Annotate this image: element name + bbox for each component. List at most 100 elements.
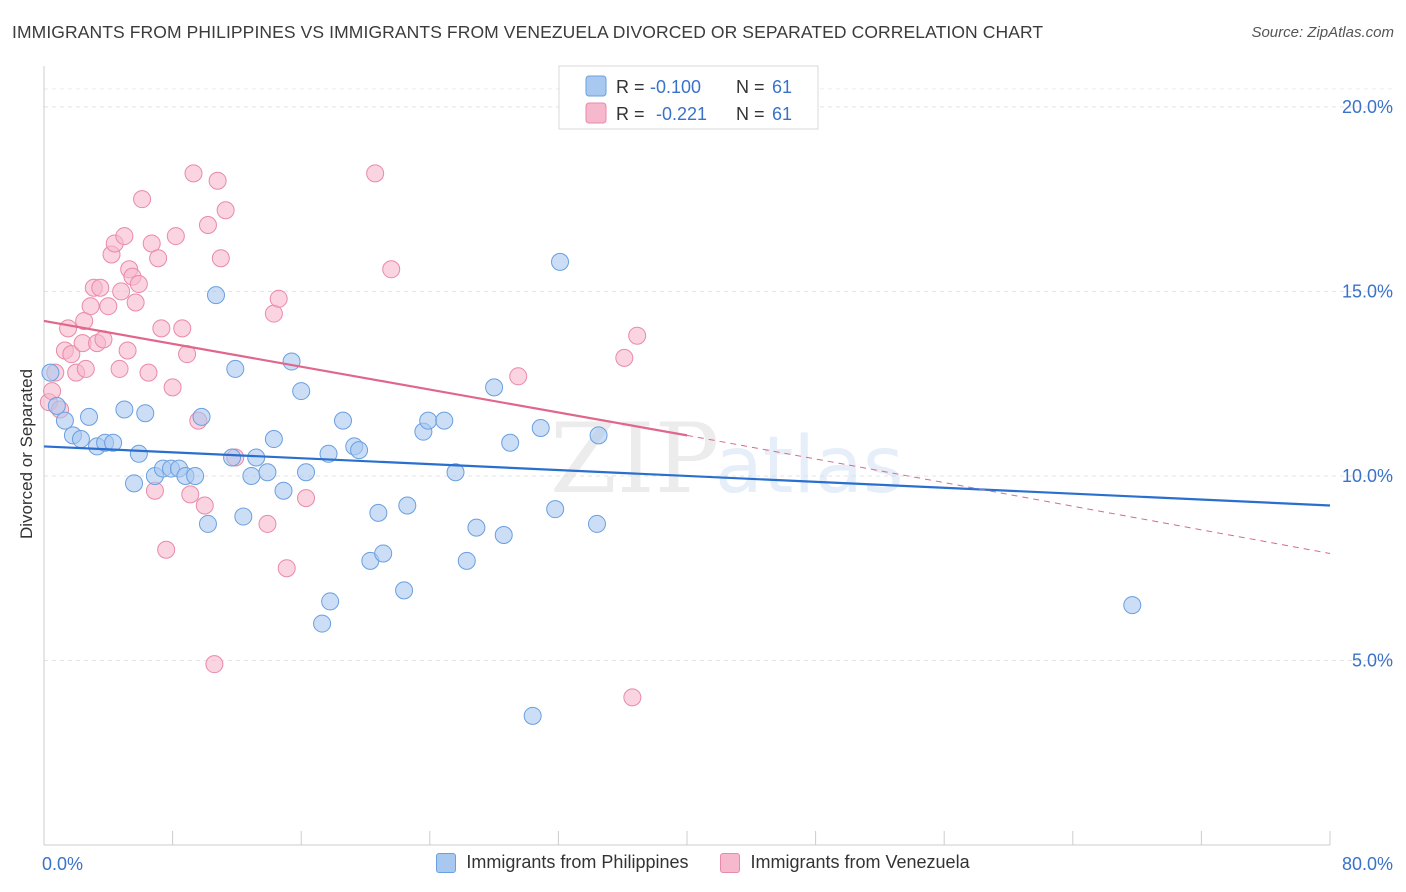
point-philippines	[55, 411, 74, 430]
trend-line-philippines	[43, 445, 1331, 507]
point-philippines	[129, 444, 148, 463]
point-venezuela	[277, 559, 296, 578]
point-philippines	[546, 500, 565, 519]
point-venezuela	[115, 227, 134, 246]
point-philippines	[350, 441, 369, 460]
point-venezuela	[269, 289, 288, 308]
bottom-legend-swatch-venezuela	[720, 852, 741, 873]
legend-r-value-venezuela: -0.221	[656, 104, 707, 124]
point-philippines	[234, 507, 253, 526]
point-philippines	[136, 404, 155, 423]
legend-swatch-philippines	[585, 75, 607, 97]
point-philippines	[589, 426, 608, 445]
point-venezuela	[628, 326, 647, 345]
point-philippines	[186, 466, 205, 485]
legend-r-value-philippines: -0.100	[650, 77, 701, 97]
point-philippines	[369, 503, 388, 522]
bottom-legend-label-venezuela: Immigrants from Venezuela	[750, 852, 970, 872]
source-credit: Source: ZipAtlas.com	[1251, 24, 1394, 41]
point-philippines	[1123, 596, 1142, 615]
point-philippines	[551, 252, 570, 271]
legend-n-value-venezuela: 61	[772, 104, 792, 124]
point-philippines	[125, 474, 144, 493]
legend-box: R = -0.100 N = 61 R = -0.221 N = 61	[558, 65, 819, 130]
point-venezuela	[211, 249, 230, 268]
point-venezuela	[366, 164, 385, 183]
chart-title: IMMIGRANTS FROM PHILIPPINES VS IMMIGRANT…	[12, 22, 1044, 42]
point-philippines	[274, 481, 293, 500]
point-philippines	[395, 581, 414, 600]
point-philippines	[457, 551, 476, 570]
point-philippines	[494, 526, 513, 544]
point-venezuela	[81, 297, 100, 316]
point-philippines	[523, 706, 542, 725]
point-venezuela	[623, 688, 642, 707]
point-philippines	[258, 463, 277, 482]
bottom-legend-label-philippines: Immigrants from Philippines	[466, 852, 689, 872]
point-venezuela	[62, 345, 81, 364]
point-philippines	[587, 514, 606, 533]
tick-labels: 5.0% 10.0% 15.0% 20.0% 0.0% 80.0%	[42, 97, 1393, 874]
point-philippines	[115, 400, 134, 419]
point-venezuela	[615, 348, 634, 367]
legend-n-label-venezuela: N =	[736, 104, 765, 124]
point-philippines	[80, 407, 99, 426]
trend-line-venezuela-extension	[686, 434, 1331, 554]
point-philippines	[282, 352, 301, 371]
point-venezuela	[258, 514, 277, 533]
point-philippines	[264, 430, 283, 449]
point-philippines	[419, 411, 438, 430]
point-venezuela	[126, 293, 145, 312]
point-philippines	[374, 544, 393, 563]
point-venezuela	[139, 363, 158, 382]
point-philippines	[531, 418, 550, 437]
point-venezuela	[166, 227, 185, 246]
legend-n-label-philippines: N =	[736, 77, 765, 97]
point-philippines	[223, 448, 242, 467]
x-tick-label: 80.0%	[1342, 854, 1393, 874]
point-venezuela	[205, 655, 224, 674]
watermark-atlas: atlas	[715, 421, 904, 511]
point-venezuela	[129, 275, 148, 294]
point-philippines	[292, 382, 311, 401]
point-venezuela	[110, 359, 129, 378]
point-venezuela	[133, 190, 152, 209]
point-philippines	[71, 430, 90, 449]
point-venezuela	[195, 496, 214, 515]
point-venezuela	[152, 319, 171, 338]
point-venezuela	[91, 278, 110, 297]
legend-n-value-philippines: 61	[772, 77, 792, 97]
trend-line-venezuela	[43, 319, 688, 437]
point-philippines	[41, 363, 60, 382]
point-philippines	[435, 411, 454, 430]
point-venezuela	[149, 249, 168, 268]
y-tick-label: 5.0%	[1352, 650, 1393, 670]
legend-r-label-philippines: R =	[616, 77, 645, 97]
point-venezuela	[184, 164, 203, 183]
gridlines	[44, 88, 1392, 661]
point-venezuela	[297, 489, 316, 508]
point-venezuela	[59, 319, 78, 338]
bottom-legend-item-philippines: Immigrants from Philippines	[436, 852, 688, 873]
y-tick-label: 20.0%	[1342, 97, 1393, 117]
point-venezuela	[163, 378, 182, 397]
point-venezuela	[173, 319, 192, 338]
point-venezuela	[118, 341, 137, 360]
point-philippines	[104, 433, 123, 452]
point-philippines	[501, 433, 520, 452]
point-venezuela	[216, 201, 235, 220]
point-philippines	[333, 411, 352, 430]
axes	[43, 66, 1331, 846]
point-venezuela	[112, 282, 131, 301]
point-philippines	[192, 407, 211, 426]
point-philippines	[207, 286, 226, 305]
bottom-legend-swatch-philippines	[436, 852, 457, 873]
point-philippines	[446, 463, 465, 482]
point-philippines	[47, 396, 66, 415]
point-venezuela	[99, 297, 118, 316]
legend-r-label-venezuela: R =	[616, 104, 645, 124]
point-venezuela	[382, 260, 401, 279]
watermark-zip: ZIP	[550, 403, 719, 515]
point-venezuela	[76, 359, 95, 378]
